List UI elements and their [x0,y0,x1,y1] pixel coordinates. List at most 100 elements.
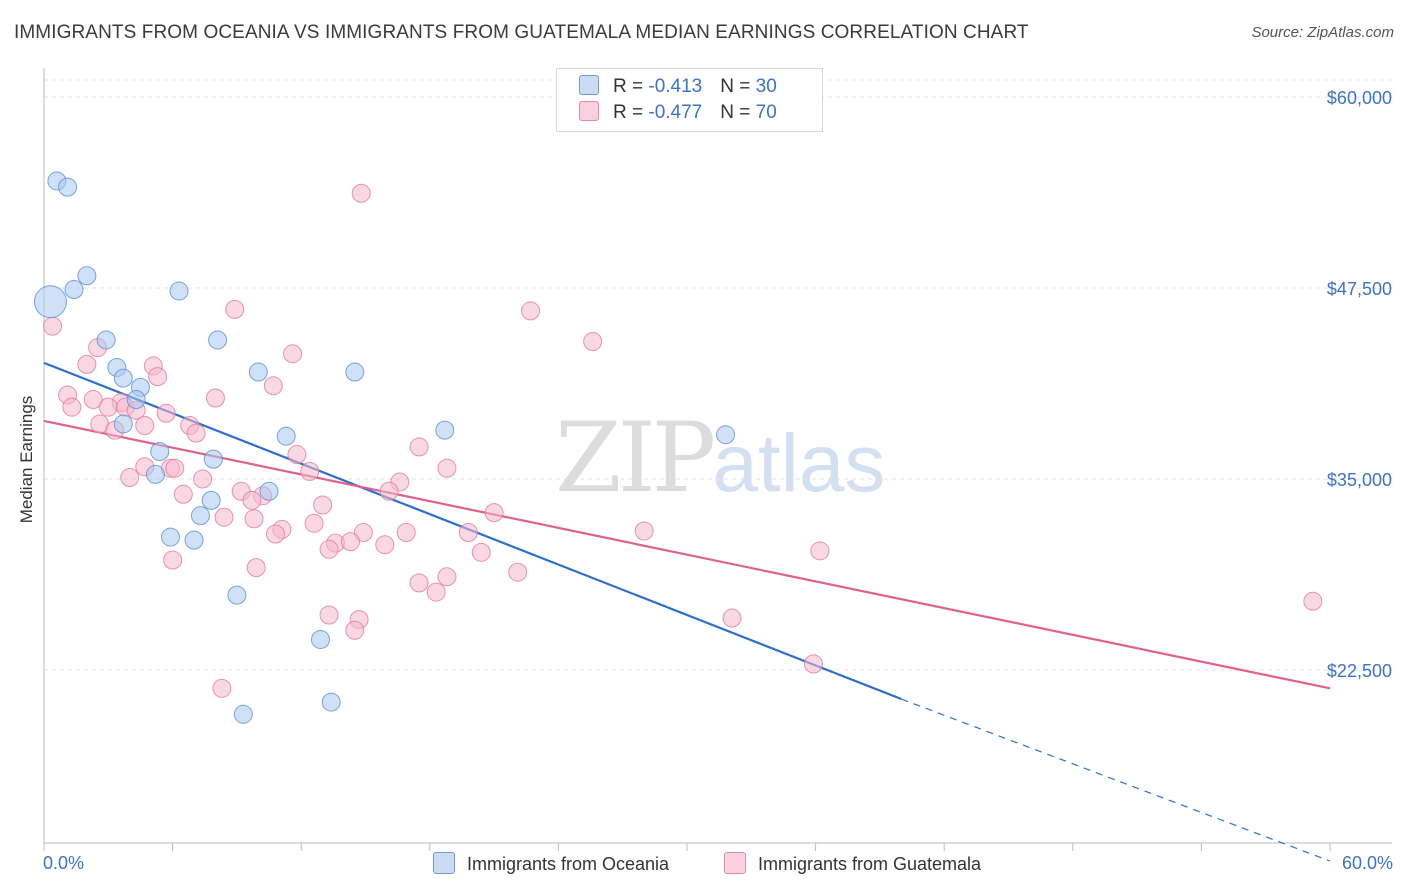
point-guatemala-36 [379,481,399,501]
legend-r-label: R = [613,102,649,123]
point-guatemala-50 [319,539,339,559]
point-oceania-11 [126,390,146,410]
point-guatemala-38 [484,503,504,523]
point-guatemala-54 [163,550,183,570]
legend-n-label: N = [720,102,756,123]
point-oceania-13 [345,362,365,382]
legend-r-label: R = [613,76,649,97]
point-guatemala-31 [193,469,213,489]
point-guatemala-56 [508,562,528,582]
source-label: Source: ZipAtlas.com [1251,24,1394,41]
point-guatemala-61 [319,605,339,625]
point-oceania-22 [190,506,210,526]
point-oceania-6 [96,330,116,350]
legend-n-value-guatemala: 70 [755,102,777,123]
point-oceania-27 [310,629,330,649]
series-name-oceania: Immigrants from Oceania [467,854,670,874]
point-guatemala-5 [283,344,303,364]
point-oceania-18 [150,441,170,461]
point-oceania-23 [201,490,221,510]
legend-n-label: N = [720,76,756,97]
y-tick-label-0: $60,000 [1327,88,1392,108]
point-guatemala-23 [186,423,206,443]
point-oceania-12 [248,362,268,382]
axes [43,68,1392,851]
x-tick-label-min: 0.0% [43,853,84,873]
point-guatemala-40 [244,509,264,529]
point-oceania-3 [77,266,97,286]
point-guatemala-21 [135,416,155,436]
point-guatemala-57 [437,567,457,587]
point-guatemala-59 [426,582,446,602]
point-guatemala-2 [521,301,541,321]
point-guatemala-55 [246,558,266,578]
point-guatemala-39 [214,507,234,527]
point-guatemala-45 [458,522,478,542]
legend: R = -0.413 N = 30 R = -0.477 N = 70 [556,68,823,132]
point-guatemala-64 [345,620,365,640]
point-guatemala-8 [148,367,168,387]
series-legend-guatemala[interactable]: Immigrants from Guatemala [724,852,981,875]
point-guatemala-4 [583,331,603,351]
point-guatemala-65 [803,654,823,674]
point-guatemala-66 [212,678,232,698]
point-guatemala-49 [340,532,360,552]
series-legend-oceania[interactable]: Immigrants from Oceania [433,852,669,875]
point-guatemala-63 [722,608,742,628]
point-guatemala-69 [300,461,320,481]
watermark-atlas: atlas [712,418,886,509]
series-name-guatemala: Immigrants from Guatemala [758,854,982,874]
point-guatemala-35 [242,490,262,510]
x-tick-label-max: 60.0% [1342,853,1393,873]
point-guatemala-41 [304,513,324,533]
point-guatemala-37 [313,495,333,515]
point-guatemala-25 [287,445,307,465]
y-tick-label-3: $22,500 [1327,661,1392,681]
point-oceania-17 [716,425,736,445]
point-oceania-29 [321,692,341,712]
point-guatemala-68 [173,484,193,504]
series-swatch-oceania [433,852,455,874]
y-tick-label-2: $35,000 [1327,470,1392,490]
point-oceania-21 [259,481,279,501]
grid-lines [44,79,1392,671]
legend-row-guatemala: R = -0.477 N = 70 [579,101,777,127]
point-guatemala-14 [62,397,82,417]
point-guatemala-1 [351,183,371,203]
legend-r-value-guatemala: -0.477 [648,102,703,123]
point-oceania-2 [33,285,67,319]
point-oceania-26 [227,585,247,605]
point-oceania-19 [203,449,223,469]
point-guatemala-6 [77,354,97,374]
point-oceania-25 [184,530,204,550]
point-guatemala-28 [165,458,185,478]
point-guatemala-24 [409,437,429,457]
chart-title: IMMIGRANTS FROM OCEANIA VS IMMIGRANTS FR… [14,22,1029,43]
trend-line-guatemala [43,419,1331,690]
point-oceania-20 [145,464,165,484]
point-oceania-15 [276,426,296,446]
point-guatemala-18 [156,403,176,423]
legend-r-value-oceania: -0.413 [648,76,703,97]
watermark-zip: ZIP [555,402,716,514]
point-guatemala-43 [353,522,373,542]
legend-swatch-oceania [579,75,599,95]
y-tick-label-1: $47,500 [1327,279,1392,299]
point-oceania-28 [233,704,253,724]
point-guatemala-46 [634,521,654,541]
tick-labels: $60,000 $47,500 $35,000 $22,500 0.0% 60.0% Med… [17,88,1393,873]
data-points [33,171,1323,724]
point-oceania-7 [208,330,228,350]
watermark: ZIPatlas [555,402,885,514]
point-guatemala-44 [396,522,416,542]
point-guatemala-47 [265,524,285,544]
point-guatemala-29 [437,458,457,478]
point-oceania-24 [160,527,180,547]
point-guatemala-11 [83,390,103,410]
point-guatemala-0 [43,316,63,336]
point-guatemala-9 [263,376,283,396]
trend-lines [43,361,1331,862]
point-guatemala-3 [225,299,245,319]
point-oceania-4 [64,280,84,300]
